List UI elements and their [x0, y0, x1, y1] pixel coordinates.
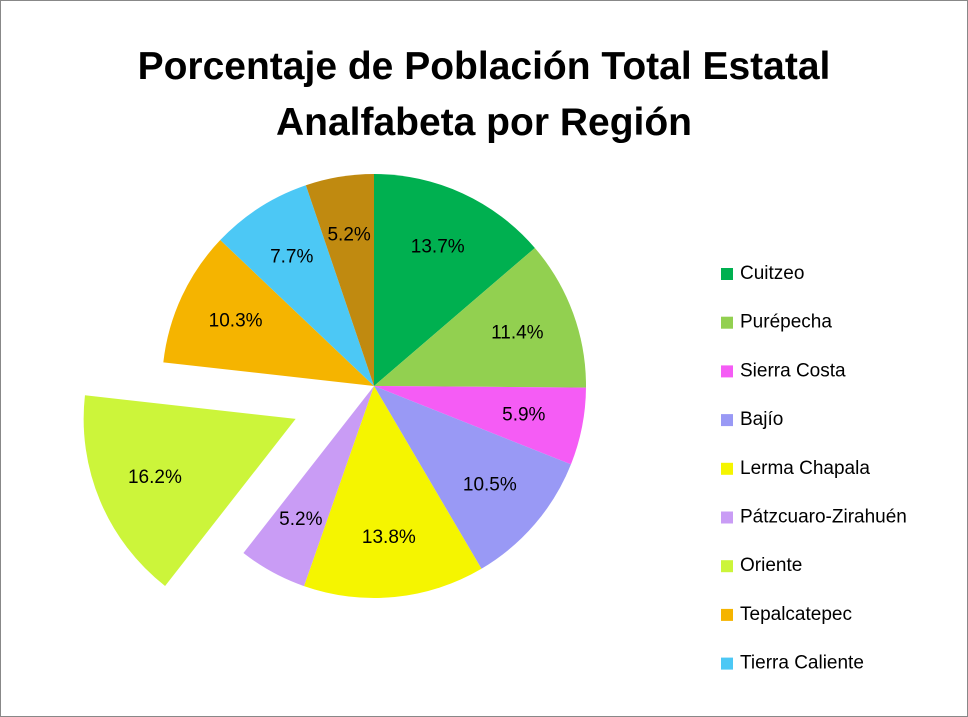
pie-slice — [243, 386, 374, 587]
pie-slice — [163, 240, 374, 386]
pie-slice — [374, 386, 586, 465]
data-label: 10.3% — [209, 311, 263, 332]
legend-label: Sierra Costa — [740, 360, 846, 381]
pie-slice — [304, 386, 482, 599]
legend-swatch — [721, 268, 733, 280]
data-label: 5.2% — [279, 509, 322, 530]
pie-slice — [374, 247, 587, 388]
legend-swatch — [721, 414, 733, 427]
legend-label: Tepalcatepec — [740, 604, 852, 625]
pie-slice — [305, 174, 374, 386]
legend-label: Tierra Caliente — [740, 653, 864, 674]
legend-swatch — [721, 657, 733, 670]
data-label: 5.9% — [502, 404, 545, 425]
chart-title: Porcentaje de Población Total Estatal An… — [137, 45, 831, 144]
legend-swatch — [721, 511, 733, 524]
legend-label: Pátzcuaro-Zirahuén — [740, 507, 907, 528]
data-label: 11.4% — [491, 323, 544, 344]
data-label: 16.2% — [128, 467, 182, 488]
data-label: 7.7% — [270, 246, 313, 267]
legend-label: Purépecha — [740, 312, 832, 333]
legend-label: Lerma Chapala — [740, 458, 870, 479]
legend-label: Cuitzeo — [740, 263, 804, 284]
pie-slice — [374, 386, 571, 569]
pie-slice — [220, 185, 374, 386]
legend-swatch — [721, 560, 733, 573]
legend-swatch — [721, 316, 733, 329]
data-label: 13.8% — [362, 527, 416, 548]
legend-swatch — [721, 365, 733, 378]
pie-slice — [83, 395, 296, 586]
pie-slice — [374, 174, 535, 386]
legend-label: Bajío — [740, 409, 783, 430]
data-label: 10.5% — [463, 474, 517, 495]
legend-swatch — [721, 462, 733, 475]
data-label: 5.2% — [327, 224, 370, 245]
legend-label: Oriente — [740, 555, 802, 576]
title-box: Porcentaje de Población Total Estatal An… — [1, 39, 967, 151]
legend-swatch — [721, 608, 733, 621]
data-label: 13.7% — [411, 236, 465, 257]
